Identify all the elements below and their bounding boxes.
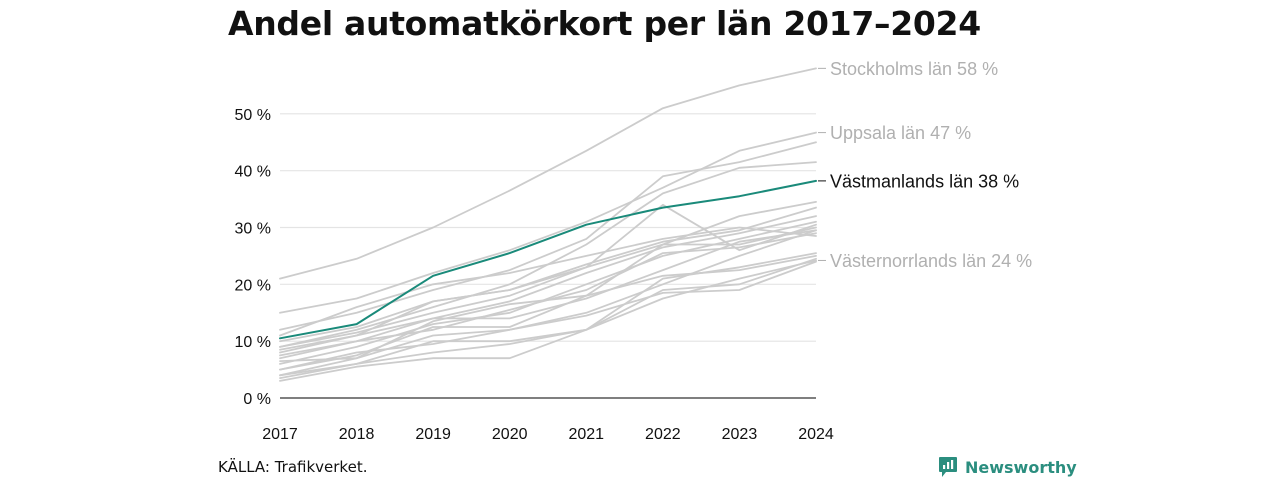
series-line bbox=[279, 229, 817, 351]
context-series bbox=[279, 67, 817, 382]
series-end-label: Stockholms län 58 % bbox=[830, 59, 998, 79]
series-line bbox=[279, 67, 817, 280]
axes: 0 % 10 % 20 % 30 % 40 % 50 % 2017 2018 2019 2020 2… bbox=[235, 107, 834, 443]
x-tick-label: 2017 bbox=[262, 426, 298, 443]
series-line bbox=[279, 257, 817, 382]
y-tick-label: 30 % bbox=[235, 221, 271, 238]
x-tick-label: 2020 bbox=[492, 426, 528, 443]
x-tick-label: 2018 bbox=[339, 426, 375, 443]
x-tick-label: 2019 bbox=[415, 426, 451, 443]
y-tick-label: 40 % bbox=[235, 164, 271, 181]
y-tick-label: 50 % bbox=[235, 107, 271, 124]
series-line bbox=[279, 260, 817, 371]
brand-name: Newsworthy bbox=[965, 457, 1077, 477]
series-end-label: Uppsala län 47 % bbox=[830, 123, 971, 143]
y-tick-label: 20 % bbox=[235, 277, 271, 294]
series-line bbox=[279, 215, 817, 360]
series-line bbox=[279, 252, 817, 377]
series-line bbox=[279, 141, 817, 331]
highlight-series bbox=[279, 179, 817, 340]
series-line bbox=[279, 203, 817, 348]
series-labels: Stockholms län 58 % Uppsala län 47 % Västm… bbox=[818, 59, 1032, 271]
series-line bbox=[279, 259, 817, 380]
y-tick-label: 10 % bbox=[235, 334, 271, 351]
chart-title: Andel automatkörkort per län 2017–2024 bbox=[228, 4, 981, 43]
series-line bbox=[279, 206, 817, 343]
x-tick-label: 2024 bbox=[798, 426, 834, 443]
y-tick-label: 0 % bbox=[243, 391, 271, 408]
brand-logo: Newsworthy bbox=[938, 456, 1077, 478]
highlight-series-line bbox=[279, 179, 817, 340]
series-line bbox=[279, 131, 817, 314]
series-line bbox=[279, 226, 817, 337]
series-end-label: Västernorrlands län 24 % bbox=[830, 251, 1032, 271]
newsworthy-logo-icon bbox=[939, 457, 957, 477]
series-end-label: Västmanlands län 38 % bbox=[830, 171, 1019, 191]
x-tick-label: 2022 bbox=[645, 426, 681, 443]
x-tick-label: 2023 bbox=[722, 426, 758, 443]
source-note: KÄLLA: Trafikverket. bbox=[218, 458, 368, 476]
x-tick-label: 2021 bbox=[568, 426, 604, 443]
series-line bbox=[279, 232, 817, 357]
series-line bbox=[279, 229, 817, 377]
